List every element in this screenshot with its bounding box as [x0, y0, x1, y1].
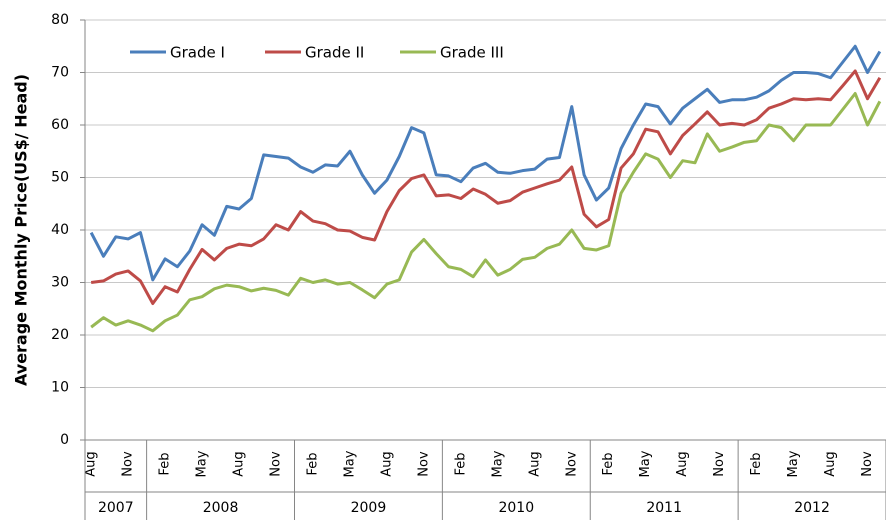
x-tick-label: May — [786, 450, 801, 477]
x-tick-label: Feb — [601, 452, 616, 475]
x-group-label: 2012 — [794, 500, 830, 516]
x-group-label: 2009 — [351, 500, 387, 516]
x-tick-label: Aug — [232, 451, 247, 476]
legend-label: Grade II — [305, 44, 364, 62]
x-tick-label: Feb — [749, 452, 764, 475]
x-tick-label: May — [490, 450, 505, 477]
y-tick-label: 30 — [51, 275, 69, 291]
x-tick-label: Feb — [453, 452, 468, 475]
x-tick-label: Aug — [379, 451, 394, 476]
x-group-label: 2007 — [98, 500, 134, 516]
x-tick-label: Aug — [823, 451, 838, 476]
y-tick-label: 50 — [51, 170, 69, 186]
x-tick-label: Feb — [305, 452, 320, 475]
x-tick-label: May — [638, 450, 653, 477]
y-axis-label: Average Monthly Price(US$/ Head) — [12, 74, 31, 386]
x-tick-label: Nov — [860, 451, 875, 477]
series-line — [89, 44, 882, 282]
x-group-label: 2011 — [646, 500, 682, 516]
x-tick-label: Nov — [121, 451, 136, 477]
x-tick-label: Aug — [675, 451, 690, 476]
x-tick-label: May — [342, 450, 357, 477]
y-tick-label: 60 — [51, 117, 69, 133]
x-group-label: 2008 — [203, 500, 239, 516]
y-tick-label: 40 — [51, 222, 69, 238]
y-tick-label: 20 — [51, 327, 69, 343]
y-tick-label: 70 — [51, 65, 69, 81]
x-tick-label: May — [195, 450, 210, 477]
y-tick-label: 10 — [51, 380, 69, 396]
legend-label: Grade I — [170, 44, 225, 62]
x-tick-label: Nov — [416, 451, 431, 477]
series-line — [90, 92, 882, 333]
series-line — [90, 69, 882, 305]
x-tick-label: Nov — [269, 451, 284, 477]
x-tick-label: Nov — [712, 451, 727, 477]
y-tick-label: 80 — [51, 12, 69, 28]
y-tick-label: 0 — [60, 432, 69, 448]
x-tick-label: Aug — [527, 451, 542, 476]
x-tick-label: Nov — [564, 451, 579, 477]
legend-label: Grade III — [440, 44, 504, 62]
x-tick-label: Aug — [84, 451, 99, 476]
x-group-label: 2010 — [498, 500, 534, 516]
x-tick-label: Feb — [158, 452, 173, 475]
